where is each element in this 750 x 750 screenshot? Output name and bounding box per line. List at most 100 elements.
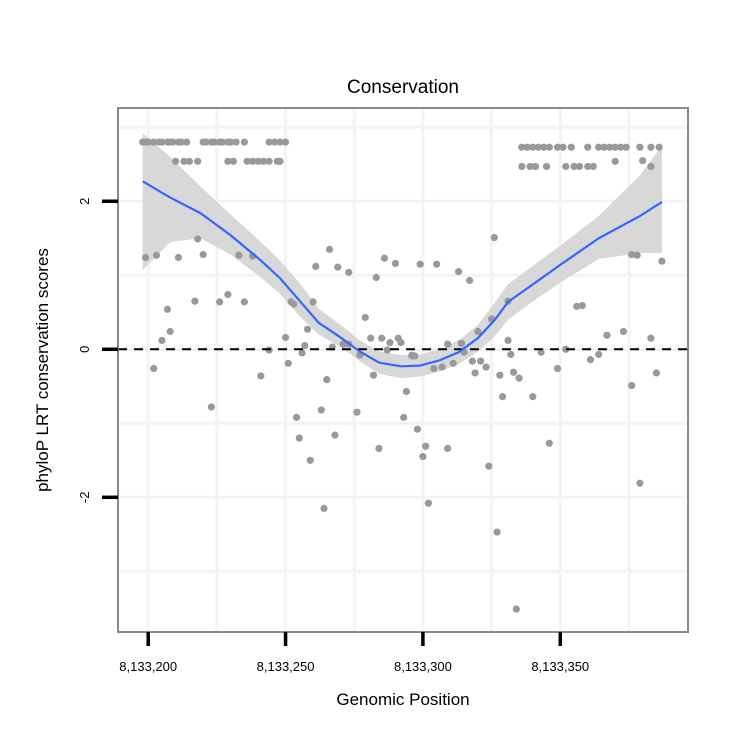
data-point: [490, 233, 498, 242]
data-point: [485, 462, 493, 470]
data-point: [158, 138, 166, 146]
data-point: [353, 408, 361, 416]
data-point: [534, 143, 542, 151]
data-point: [177, 138, 185, 146]
data-point: [545, 439, 553, 447]
data-point: [553, 143, 562, 151]
data-point: [493, 528, 501, 536]
data-point: [633, 251, 641, 259]
data-point: [647, 143, 655, 151]
smooth-fit-line: [142, 180, 663, 368]
data-point: [526, 162, 534, 171]
x-tick-label: 8,133,200: [119, 659, 177, 674]
data-point: [474, 327, 482, 336]
data-point: [383, 346, 391, 354]
data-point: [416, 260, 424, 268]
smooth-curve: [142, 180, 663, 368]
data-point: [169, 138, 177, 146]
data-point: [229, 157, 237, 165]
x-axis: 8,133,200 8,133,250 8,133,300 8,133,350: [119, 632, 589, 674]
data-point: [216, 298, 224, 306]
data-point: [562, 162, 570, 171]
data-point: [578, 302, 586, 310]
data-point: [378, 334, 386, 342]
data-point: [433, 260, 441, 268]
data-point: [567, 143, 575, 151]
data-point: [309, 298, 317, 306]
data-point: [466, 276, 474, 285]
data-point: [207, 403, 215, 411]
data-point: [369, 371, 378, 379]
data-point: [331, 431, 339, 439]
data-point: [232, 138, 240, 146]
data-point: [559, 143, 567, 151]
data-point: [141, 253, 150, 262]
data-point: [284, 359, 292, 367]
data-point: [199, 250, 207, 259]
data-point: [301, 341, 309, 350]
data-point: [345, 268, 353, 276]
data-point: [600, 143, 608, 151]
data-point: [496, 371, 504, 379]
data-point: [320, 504, 328, 513]
data-point: [589, 162, 597, 171]
data-point: [444, 340, 452, 348]
data-point: [628, 250, 636, 259]
data-point: [424, 499, 433, 507]
data-point: [595, 143, 603, 151]
data-point: [298, 349, 306, 357]
data-point: [380, 254, 389, 262]
data-point: [584, 143, 592, 151]
data-point: [584, 162, 592, 171]
data-point: [570, 162, 578, 171]
data-point: [512, 605, 520, 613]
data-point: [144, 138, 152, 146]
x-tick-label: 8,133,250: [257, 659, 315, 674]
data-point: [611, 157, 619, 165]
data-point: [194, 235, 202, 243]
data-point: [281, 333, 290, 342]
data-point: [224, 157, 232, 165]
data-point: [243, 157, 251, 165]
data-point: [515, 374, 523, 382]
data-point: [180, 157, 188, 165]
data-point: [595, 350, 603, 359]
data-point: [265, 157, 273, 165]
data-point: [658, 257, 666, 265]
data-point: [281, 138, 290, 146]
x-axis-title: Genomic Position: [336, 690, 469, 709]
data-point: [647, 334, 655, 342]
y-tick-label: 2: [77, 198, 92, 205]
data-point: [444, 444, 452, 453]
data-point: [507, 350, 515, 359]
data-point: [240, 138, 248, 146]
data-point: [254, 157, 262, 165]
data-point: [468, 357, 476, 365]
data-point: [482, 363, 490, 371]
data-point: [617, 143, 625, 151]
gridlines: [118, 108, 688, 632]
data-point: [367, 334, 375, 342]
data-point: [227, 138, 235, 146]
data-point: [498, 393, 507, 401]
data-point: [422, 442, 430, 450]
data-point: [655, 143, 663, 151]
data-point: [183, 138, 191, 146]
panel-border: [117, 107, 689, 633]
data-point: [334, 263, 342, 271]
data-point: [449, 359, 457, 367]
data-point: [276, 138, 284, 146]
data-point: [202, 138, 210, 146]
data-point: [504, 336, 512, 344]
data-point: [537, 348, 545, 356]
data-point: [210, 138, 218, 146]
data-point: [619, 327, 628, 336]
data-point: [586, 356, 595, 364]
data-point: [413, 425, 422, 433]
data-point: [361, 313, 369, 322]
data-point: [477, 357, 485, 365]
data-point: [402, 387, 411, 396]
data-point: [518, 162, 526, 171]
data-point: [606, 143, 614, 151]
data-point: [529, 143, 537, 151]
